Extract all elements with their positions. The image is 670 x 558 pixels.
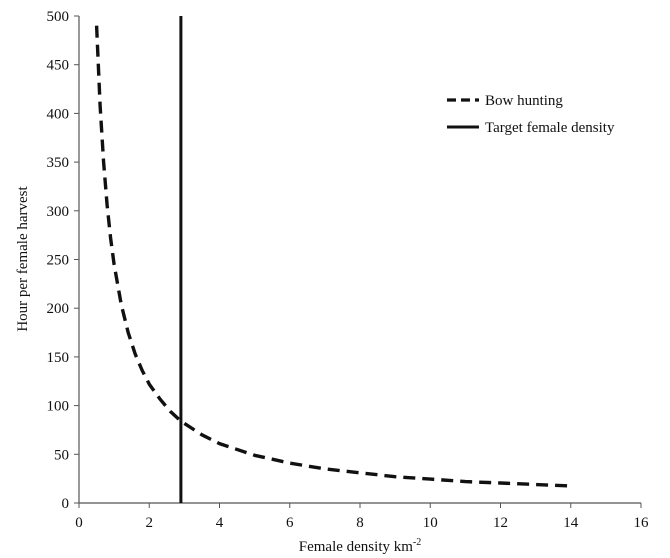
y-axis-ticks: 0 50 100 150 200 250 300 350 400 450 500 xyxy=(47,9,79,512)
legend-label-target-female-density: Target female density xyxy=(485,120,615,136)
x-axis-title-main: Female density km xyxy=(299,539,413,555)
y-tick-label: 350 xyxy=(47,155,70,171)
y-tick-label: 50 xyxy=(54,447,69,463)
x-tick-label: 0 xyxy=(75,515,83,531)
x-tick-label: 6 xyxy=(286,515,294,531)
y-tick-label: 250 xyxy=(47,253,70,269)
y-tick-label: 0 xyxy=(62,496,70,512)
series-layer xyxy=(94,16,571,503)
x-tick-label: 10 xyxy=(423,515,438,531)
y-tick-label: 200 xyxy=(47,301,70,317)
y-tick-label: 300 xyxy=(47,204,70,220)
x-axis-ticks: 0 2 4 6 8 10 12 14 16 xyxy=(75,503,649,531)
series-line-bow-hunting xyxy=(94,25,571,488)
x-tick-label: 4 xyxy=(216,515,224,531)
y-tick-label: 100 xyxy=(47,399,70,415)
x-axis-title: Female density km-2 xyxy=(299,537,422,555)
y-tick-label: 500 xyxy=(47,9,70,25)
x-tick-label: 12 xyxy=(493,515,508,531)
y-tick-label: 400 xyxy=(47,106,70,122)
x-tick-label: 8 xyxy=(356,515,364,531)
y-tick-label: 150 xyxy=(47,350,70,366)
y-tick-label: 450 xyxy=(47,58,70,74)
x-tick-label: 2 xyxy=(146,515,154,531)
x-axis-title-superscript: -2 xyxy=(413,537,421,548)
x-tick-label: 14 xyxy=(563,515,579,531)
legend: Bow hunting Target female density xyxy=(447,93,615,136)
legend-label-bow-hunting: Bow hunting xyxy=(485,93,563,109)
y-axis-title: Hour per female harvest xyxy=(15,185,31,331)
x-tick-label: 16 xyxy=(634,515,650,531)
